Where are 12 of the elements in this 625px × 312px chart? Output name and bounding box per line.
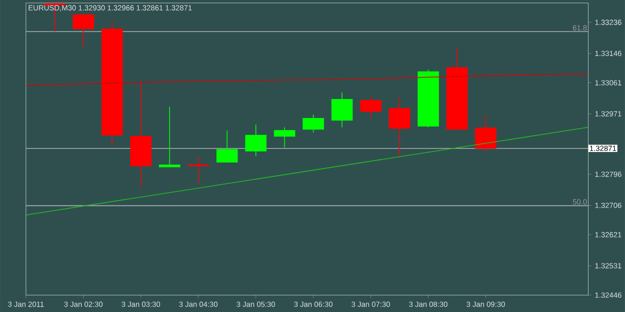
candlestick — [360, 95, 382, 119]
candlestick — [188, 156, 210, 185]
candlestick — [245, 124, 266, 157]
candlestick — [72, 14, 94, 48]
candlestick — [216, 130, 238, 163]
candlestick — [158, 106, 180, 168]
candlestick — [475, 115, 496, 152]
candlestick — [388, 96, 410, 157]
candlestick — [274, 126, 296, 148]
candlestick — [331, 92, 353, 128]
candlestick — [302, 114, 324, 133]
line-series — [26, 74, 588, 86]
